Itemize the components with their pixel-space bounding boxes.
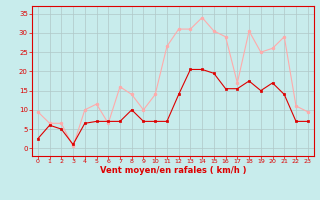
X-axis label: Vent moyen/en rafales ( km/h ): Vent moyen/en rafales ( km/h ) [100,166,246,175]
